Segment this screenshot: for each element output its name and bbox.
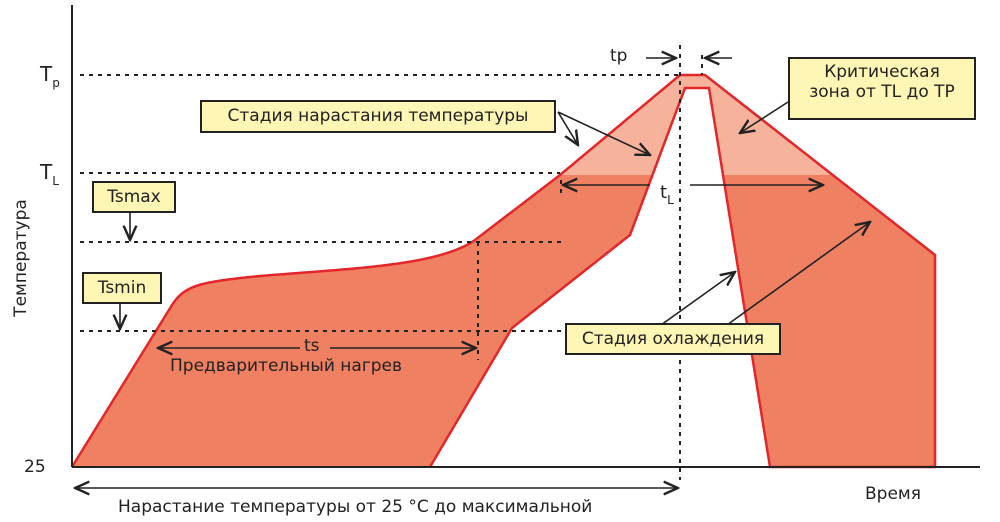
profile-band (72, 75, 935, 467)
tl-time-label: tL (660, 182, 674, 207)
critical-zone (560, 75, 833, 175)
tl-level-label: TL (40, 160, 59, 188)
x-axis-label: Время (865, 484, 921, 504)
ramp-total-label: Нарастание температуры от 25 °C до макси… (118, 497, 593, 517)
tp-level-sub: p (52, 76, 60, 90)
tp-time-label: tp (610, 46, 628, 66)
ts-label: ts (304, 336, 320, 356)
profile-outline (70, 73, 937, 469)
tl-time-letter: t (660, 182, 668, 203)
tp-level-letter: T (40, 62, 53, 86)
arrows (75, 58, 870, 488)
tl-time-sub: L (667, 193, 674, 207)
guide-lines (80, 45, 703, 480)
tsmin-label: Tsmin (82, 272, 162, 304)
y-axis-label: Температура (10, 199, 31, 317)
tsmax-label: Tsmax (92, 181, 176, 213)
critical-zone-label: Критическая зона от TL до TP (788, 57, 976, 120)
tl-level-letter: T (40, 160, 53, 184)
tl-level-sub: L (52, 174, 59, 188)
cooling-stage-label: Стадия охлаждения (565, 323, 781, 355)
y-base-label: 25 (24, 457, 46, 477)
preheat-label: Предварительный нагрев (170, 356, 403, 376)
ramp-stage-label: Стадия нарастания температуры (200, 100, 556, 133)
tp-level-label: Tp (40, 62, 60, 90)
